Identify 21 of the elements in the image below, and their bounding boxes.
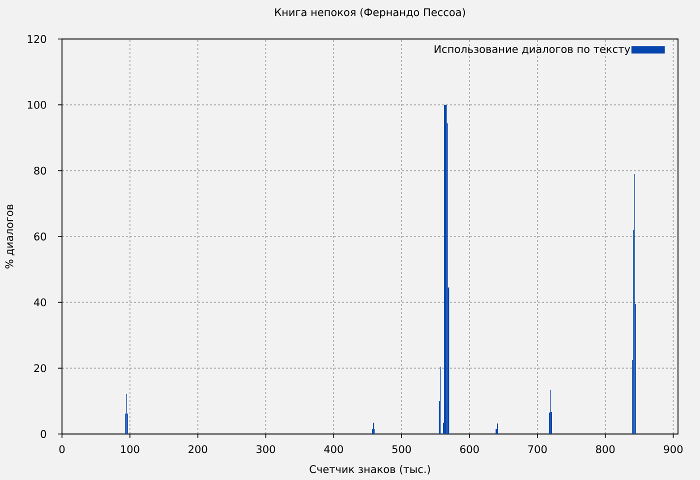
x-tick-label: 600 xyxy=(460,445,479,454)
y-tick-label: 60 xyxy=(34,232,46,240)
x-tick-label: 800 xyxy=(596,445,615,454)
legend-label: Использование диалогов по тексту xyxy=(434,45,630,56)
x-tick-label: 300 xyxy=(256,445,276,454)
y-tick-label: 100 xyxy=(28,100,46,109)
x-tick-label: 700 xyxy=(528,445,547,454)
x-tick-label: 200 xyxy=(188,445,208,454)
y-tick-label: 120 xyxy=(28,35,46,43)
y-tick-label: 80 xyxy=(34,166,46,175)
y-tick-label: 20 xyxy=(34,364,46,372)
y-axis-title: % диалогов xyxy=(5,204,14,268)
x-tick-label: 900 xyxy=(664,445,683,454)
x-tick-label: 400 xyxy=(324,445,343,454)
chart-title: Книга непокоя (Фернандо Пессоа) xyxy=(275,8,465,18)
x-tick-label: 500 xyxy=(392,445,411,454)
x-tick-label: 100 xyxy=(121,445,140,454)
x-tick-label: 0 xyxy=(59,445,65,454)
y-tick-label: 0 xyxy=(40,430,46,438)
y-tick-label: 40 xyxy=(34,298,46,306)
x-axis-title: Счетчик знаков (тыс.) xyxy=(310,465,430,474)
